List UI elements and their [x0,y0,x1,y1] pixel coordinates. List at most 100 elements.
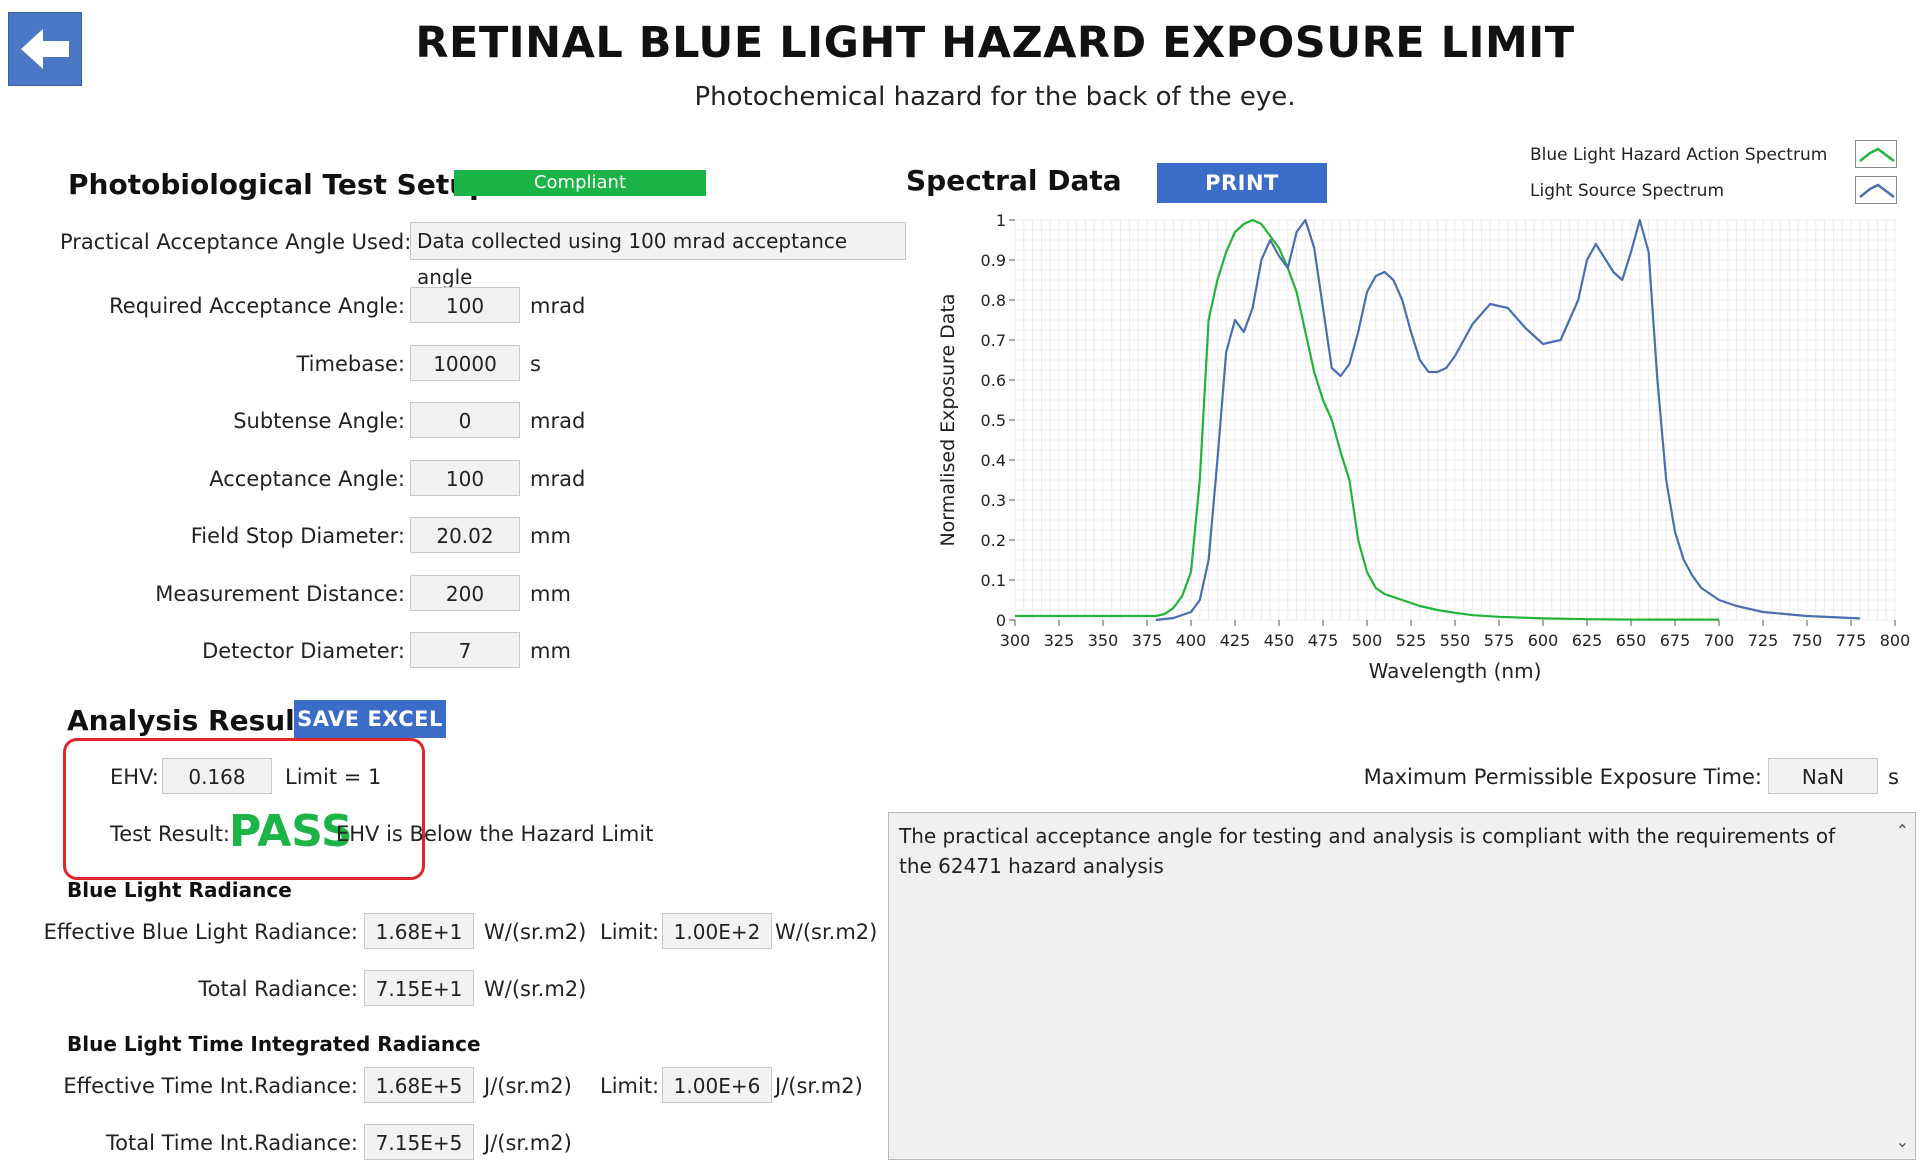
timebase-field[interactable]: 10000 [410,345,520,381]
save-excel-button[interactable]: SAVE EXCEL [294,700,446,738]
detector-diameter-unit: mm [530,639,571,663]
field-stop-diameter-field[interactable]: 20.02 [410,517,520,553]
x-tick-label: 600 [1528,631,1559,650]
ehv-label: EHV: [110,765,159,789]
page-subtitle: Photochemical hazard for the back of the… [694,82,1296,112]
subtense-angle-field[interactable]: 0 [410,402,520,438]
x-tick-label: 400 [1176,631,1207,650]
total-time-int-unit: J/(sr.m2) [484,1131,572,1155]
radiance-limit-unit: W/(sr.m2) [775,920,878,944]
page-title: RETINAL BLUE LIGHT HAZARD EXPOSURE LIMIT [415,18,1575,68]
detector-diameter-field[interactable]: 7 [410,632,520,668]
x-tick-label: 475 [1308,631,1339,650]
mpe-unit: s [1888,765,1899,789]
result-highlight [63,738,425,880]
time-int-limit-label: Limit: [600,1074,660,1098]
legend-line-icon [1859,183,1895,198]
acceptance-angle-label: Acceptance Angle: [209,467,405,491]
print-screen-button[interactable]: PRINT SCREEN [1157,163,1327,235]
x-axis-label: Wavelength (nm) [1369,659,1542,683]
x-tick-label: 300 [1000,631,1031,650]
spectral-title: Spectral Data [906,164,1122,197]
x-tick-label: 500 [1352,631,1383,650]
acceptance-angle-unit: mrad [530,467,586,491]
message-box[interactable]: The practical acceptance angle for testi… [888,812,1916,1160]
x-tick-label: 525 [1396,631,1427,650]
spectral-chart: 300 325 350 375 400 425 450 475 500 525 550 575 600 6… [937,211,1911,683]
x-tick-label: 425 [1220,631,1251,650]
back-button[interactable] [8,12,82,86]
y-tick-label: 0.2 [981,531,1006,550]
timebase-label: Timebase: [296,352,405,376]
field-stop-diameter-label: Field Stop Diameter: [190,524,405,548]
effective-radiance-unit: W/(sr.m2) [484,920,587,944]
y-tick-label: 0.3 [981,491,1006,510]
mpe-field[interactable]: NaN [1768,758,1878,794]
x-tick-label: 775 [1836,631,1867,650]
y-tick-label: 0.7 [981,331,1006,350]
measurement-distance-unit: mm [530,582,571,606]
field-stop-diameter-unit: mm [530,524,571,548]
legend-entry-action-spectrum: Blue Light Hazard Action Spectrum [1530,145,1828,165]
subtense-angle-label: Subtense Angle: [233,409,405,433]
time-int-limit-field[interactable]: 1.00E+6 [662,1067,772,1103]
radiance-limit-label: Limit: [600,920,660,944]
y-axis-label: Normalised Exposure Data [937,293,959,546]
y-tick-label: 0.1 [981,571,1006,590]
y-tick-label: 0.4 [981,451,1006,470]
y-tick-label: 0.9 [981,251,1006,270]
message-text: The practical acceptance angle for testi… [899,824,1836,878]
setup-title: Photobiological Test Setup [68,168,490,201]
compliance-badge: Compliant [454,170,706,196]
y-tick-label: 0.6 [981,371,1006,390]
required-acceptance-angle-field[interactable]: 100 [410,287,520,323]
analysis-title: Analysis Results [67,704,325,737]
x-tick-label: 450 [1264,631,1295,650]
required-acceptance-angle-label: Required Acceptance Angle: [109,294,405,318]
measurement-distance-field[interactable]: 200 [410,575,520,611]
effective-radiance-field[interactable]: 1.68E+1 [364,913,474,949]
x-tick-label: 650 [1616,631,1647,650]
mpe-label: Maximum Permissible Exposure Time: [1363,765,1762,789]
test-result-description: EHV is Below the Hazard Limit [336,822,654,846]
total-time-int-label: Total Time Int.Radiance: [105,1131,358,1155]
x-tick-label: 350 [1088,631,1119,650]
subtense-angle-unit: mrad [530,409,586,433]
x-tick-label: 725 [1748,631,1779,650]
scroll-up-icon[interactable]: ⌃ [1895,821,1909,840]
ehv-limit-text: Limit = 1 [285,765,382,789]
test-result-value: PASS [229,806,353,857]
x-tick-label: 625 [1572,631,1603,650]
total-radiance-label: Total Radiance: [198,977,358,1001]
effective-time-int-unit: J/(sr.m2) [484,1074,572,1098]
x-tick-label: 800 [1880,631,1911,650]
radiance-title: Blue Light Radiance [67,878,292,902]
ehv-field[interactable]: 0.168 [162,758,272,794]
measurement-distance-label: Measurement Distance: [155,582,405,606]
y-tick-label: 0.8 [981,291,1006,310]
timebase-unit: s [530,352,541,376]
practical-angle-field[interactable]: Data collected using 100 mrad acceptance… [410,222,906,289]
y-tick-label: 0.5 [981,411,1006,430]
required-acceptance-angle-unit: mrad [530,294,586,318]
series-line-action-spectrum [1015,218,1719,621]
effective-radiance-label: Effective Blue Light Radiance: [43,920,358,944]
effective-time-int-label: Effective Time Int.Radiance: [63,1074,358,1098]
scroll-down-icon[interactable]: ⌄ [1895,1132,1909,1151]
legend-entry-light-source: Light Source Spectrum [1530,181,1724,201]
legend-swatch-action-spectrum[interactable] [1855,140,1897,168]
x-tick-label: 375 [1132,631,1163,650]
acceptance-angle-field[interactable]: 100 [410,460,520,496]
total-time-int-field[interactable]: 7.15E+5 [364,1124,474,1160]
x-tick-label: 750 [1792,631,1823,650]
radiance-limit-field[interactable]: 1.00E+2 [662,913,772,949]
x-tick-label: 700 [1704,631,1735,650]
total-radiance-field[interactable]: 7.15E+1 [364,970,474,1006]
x-tick-label: 675 [1660,631,1691,650]
time-integrated-title: Blue Light Time Integrated Radiance [67,1032,481,1056]
arrow-left-icon [21,29,69,69]
effective-time-int-field[interactable]: 1.68E+5 [364,1067,474,1103]
detector-diameter-label: Detector Diameter: [202,639,405,663]
legend-swatch-light-source[interactable] [1855,176,1897,204]
x-tick-label: 550 [1440,631,1471,650]
